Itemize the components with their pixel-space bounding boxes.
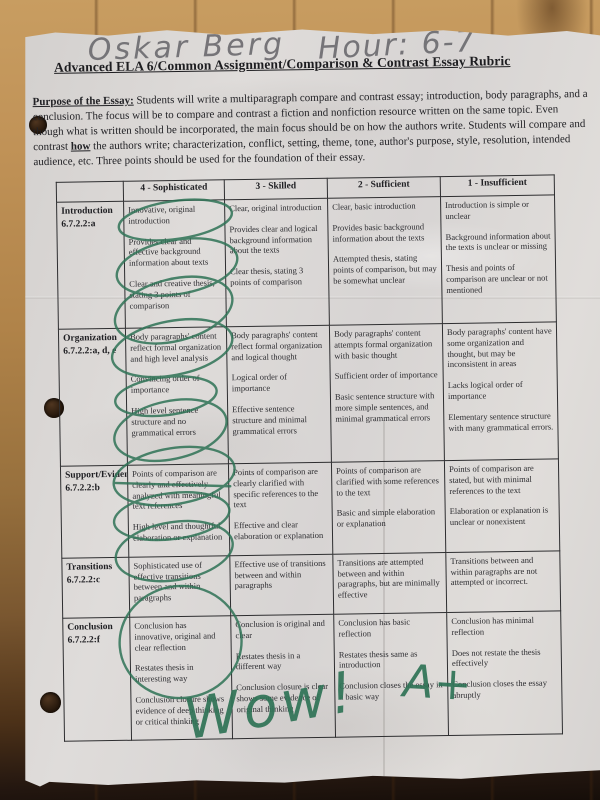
punch-hole xyxy=(40,692,61,713)
rubric-cell-item: Clear and creative thesis, stating 3 poi… xyxy=(129,277,215,311)
rubric-cell-item: Effective sentence structure and minimal… xyxy=(232,403,307,436)
rubric-cell-item: Thesis and points of comparison are uncl… xyxy=(445,262,548,295)
criterion-cell: Organization 6.7.2.2:a, d, e xyxy=(58,328,128,467)
rubric-cell-item: Provides basic background information ab… xyxy=(332,221,425,244)
criterion-label: Introduction xyxy=(61,205,113,217)
handwritten-grade: A+ xyxy=(401,654,474,712)
rubric-cell: Transitions between and within paragraph… xyxy=(445,550,561,613)
rubric-cell-item: Points of comparison are clearly and eff… xyxy=(132,467,221,512)
header-insufficient: 1 - Insufficient xyxy=(440,174,555,197)
rubric-corner-cell xyxy=(56,181,124,203)
rubric-cell-item: Clear thesis, stating 3 points of compar… xyxy=(230,265,304,288)
purpose-emphasized-word: how xyxy=(70,140,91,153)
rubric-cell-item: Introduction is simple or unclear xyxy=(445,198,530,221)
rubric-cell: Body paragraphs' content reflect formal … xyxy=(226,325,332,464)
rubric-cell-item: Effective use of transitions between and… xyxy=(234,557,326,591)
rubric-cell-item: Attempted thesis, stating points of comp… xyxy=(332,252,437,286)
rubric-cell: Clear, basic introduction Provides basic … xyxy=(327,196,443,326)
rubric-cell: Points of comparison are clearly and eff… xyxy=(127,463,230,558)
rubric-cell-item: Clear, basic introduction xyxy=(332,200,416,212)
criterion-cell: Support/Evidence 6.7.2.2:b xyxy=(60,465,129,559)
rubric-cell-item: Transitions are attempted between and wi… xyxy=(337,556,440,600)
rubric-cell-item: Body paragraphs' content reflect formal … xyxy=(129,330,222,364)
criterion-code: 6.7.2.2:b xyxy=(65,483,100,494)
rubric-cell-item: Provides clear and effective background … xyxy=(128,235,209,268)
rubric-cell: Sophisticated use of effective transitio… xyxy=(128,555,231,618)
criterion-cell: Transitions 6.7.2.2:c xyxy=(61,557,130,619)
header-sophisticated: 4 - Sophisticated xyxy=(123,179,225,202)
criterion-label: Conclusion xyxy=(67,621,113,633)
rubric-cell: Points of comparison are clearly clarifi… xyxy=(228,462,333,556)
criterion-cell: Conclusion 6.7.2.2:f xyxy=(62,617,132,742)
rubric-cell-item: Points of comparison are clearly clarifi… xyxy=(232,465,319,510)
rubric-cell-item: Logical order of importance xyxy=(231,371,287,394)
purpose-label: Purpose of the Essay: xyxy=(32,94,134,109)
rubric-cell: Body paragraphs' content have some organ… xyxy=(442,321,559,461)
criterion-code: 6.7.2.2:a xyxy=(61,219,96,230)
paper-crease xyxy=(25,296,600,299)
punch-hole xyxy=(44,398,64,418)
rubric-cell-item: Conclusion has innovative, original and … xyxy=(134,619,216,653)
rubric-cell-item: Body paragraphs' content have some organ… xyxy=(446,325,552,370)
criterion-code: 6.7.2.2:c xyxy=(66,574,101,586)
rubric-cell-item: Conclusion is original and clear xyxy=(235,617,325,640)
rubric-cell-item: Basic sentence structure with more simpl… xyxy=(334,390,435,424)
rubric-cell: Clear, original introduction Provides cle… xyxy=(224,198,330,327)
rubric-cell-item: Clear, original introduction xyxy=(229,201,322,214)
criterion-label: Transitions xyxy=(66,561,113,573)
paper-crease xyxy=(383,420,385,778)
rubric-row-support-evidence: Support/Evidence 6.7.2.2:b Points of com… xyxy=(60,458,560,559)
rubric-cell: Body paragraphs' content attempts formal… xyxy=(329,323,445,463)
rubric-row-organization: Organization 6.7.2.2:a, d, e Body paragr… xyxy=(58,321,559,467)
rubric-cell-item: Conclusion has basic reflection xyxy=(338,616,411,639)
rubric-cell-item: Basic and simple elaboration or explanat… xyxy=(336,506,436,529)
criterion-label: Support/Evidence xyxy=(65,469,129,481)
criterion-label: Organization xyxy=(62,332,117,344)
rubric-cell: Innovative, original introduction Provide… xyxy=(123,199,227,329)
header-skilled: 3 - Skilled xyxy=(224,178,328,200)
rubric-row-transitions: Transitions 6.7.2.2:c Sophisticated use … xyxy=(61,550,561,619)
rubric-cell-item: Provides clear and logical background in… xyxy=(229,222,318,256)
rubric-cell-item: Sufficient order of importance xyxy=(334,369,438,382)
rubric-cell-item: Innovative, original introduction xyxy=(128,203,196,226)
rubric-cell: Transitions are attempted between and wi… xyxy=(332,552,447,615)
rubric-cell: Introduction is simple or unclear Backgro… xyxy=(440,194,557,324)
rubric-paper: Oskar Berg Hour: 6-7 Advanced ELA 6/Comm… xyxy=(25,29,600,787)
rubric-cell-item: Points of comparison are clarified with … xyxy=(335,464,439,498)
criterion-code: 6.7.2.2:a, d, e xyxy=(63,345,117,357)
rubric-cell-item: Body paragraphs' content reflect formal … xyxy=(230,328,323,362)
rubric-cell-item: Restates thesis in interesting way xyxy=(134,662,194,684)
purpose-text-continued: the authors write; characterization, con… xyxy=(33,133,571,169)
rubric-cell-item: Lacks logical order of importance xyxy=(447,379,523,402)
header-sufficient: 2 - Sufficient xyxy=(327,176,441,199)
rubric-cell: Points of comparison are clarified with … xyxy=(331,460,446,555)
rubric-cell: Body paragraphs' content reflect formal … xyxy=(125,326,229,466)
rubric-cell-item: High level and thoughtful elaboration or… xyxy=(132,520,223,543)
rubric-cell-item: Conclusion has minimal reflection xyxy=(451,614,535,637)
rubric-cell-item: High level sentence structure and no gra… xyxy=(131,404,199,438)
rubric-cell-item: Transitions between and within paragraph… xyxy=(450,554,538,588)
rubric-cell-item: Body paragraphs' content attempts formal… xyxy=(333,327,433,361)
rubric-cell-item: Effective and clear elaboration or expla… xyxy=(233,519,324,542)
criterion-cell: Introduction 6.7.2.2:a xyxy=(56,201,126,330)
rubric-cell-item: Background information about the texts i… xyxy=(445,230,551,253)
criterion-code: 6.7.2.2:f xyxy=(67,635,101,646)
rubric-cell: Points of comparison are stated, but wit… xyxy=(444,458,560,553)
punch-hole xyxy=(29,116,47,134)
rubric-cell-item: Elaboration or explanation is unclear or… xyxy=(449,504,549,528)
rubric-cell: Effective use of transitions between and… xyxy=(229,554,334,616)
paper-content: Oskar Berg Hour: 6-7 Advanced ELA 6/Comm… xyxy=(25,30,600,787)
rubric-cell-item: Points of comparison are stated, but wit… xyxy=(448,462,534,496)
rubric-cell-item: Convincing order of importance xyxy=(130,373,200,395)
purpose-paragraph: Purpose of the Essay: Students will writ… xyxy=(32,87,591,170)
rubric-cell-item: Sophisticated use of effective transitio… xyxy=(133,559,202,603)
rubric-cell-item: Elementary sentence structure with many … xyxy=(448,410,554,433)
rubric-table: 4 - Sophisticated 3 - Skilled 2 - Suffic… xyxy=(56,174,563,742)
rubric-row-introduction: Introduction 6.7.2.2:a Innovative, origi… xyxy=(56,194,557,330)
